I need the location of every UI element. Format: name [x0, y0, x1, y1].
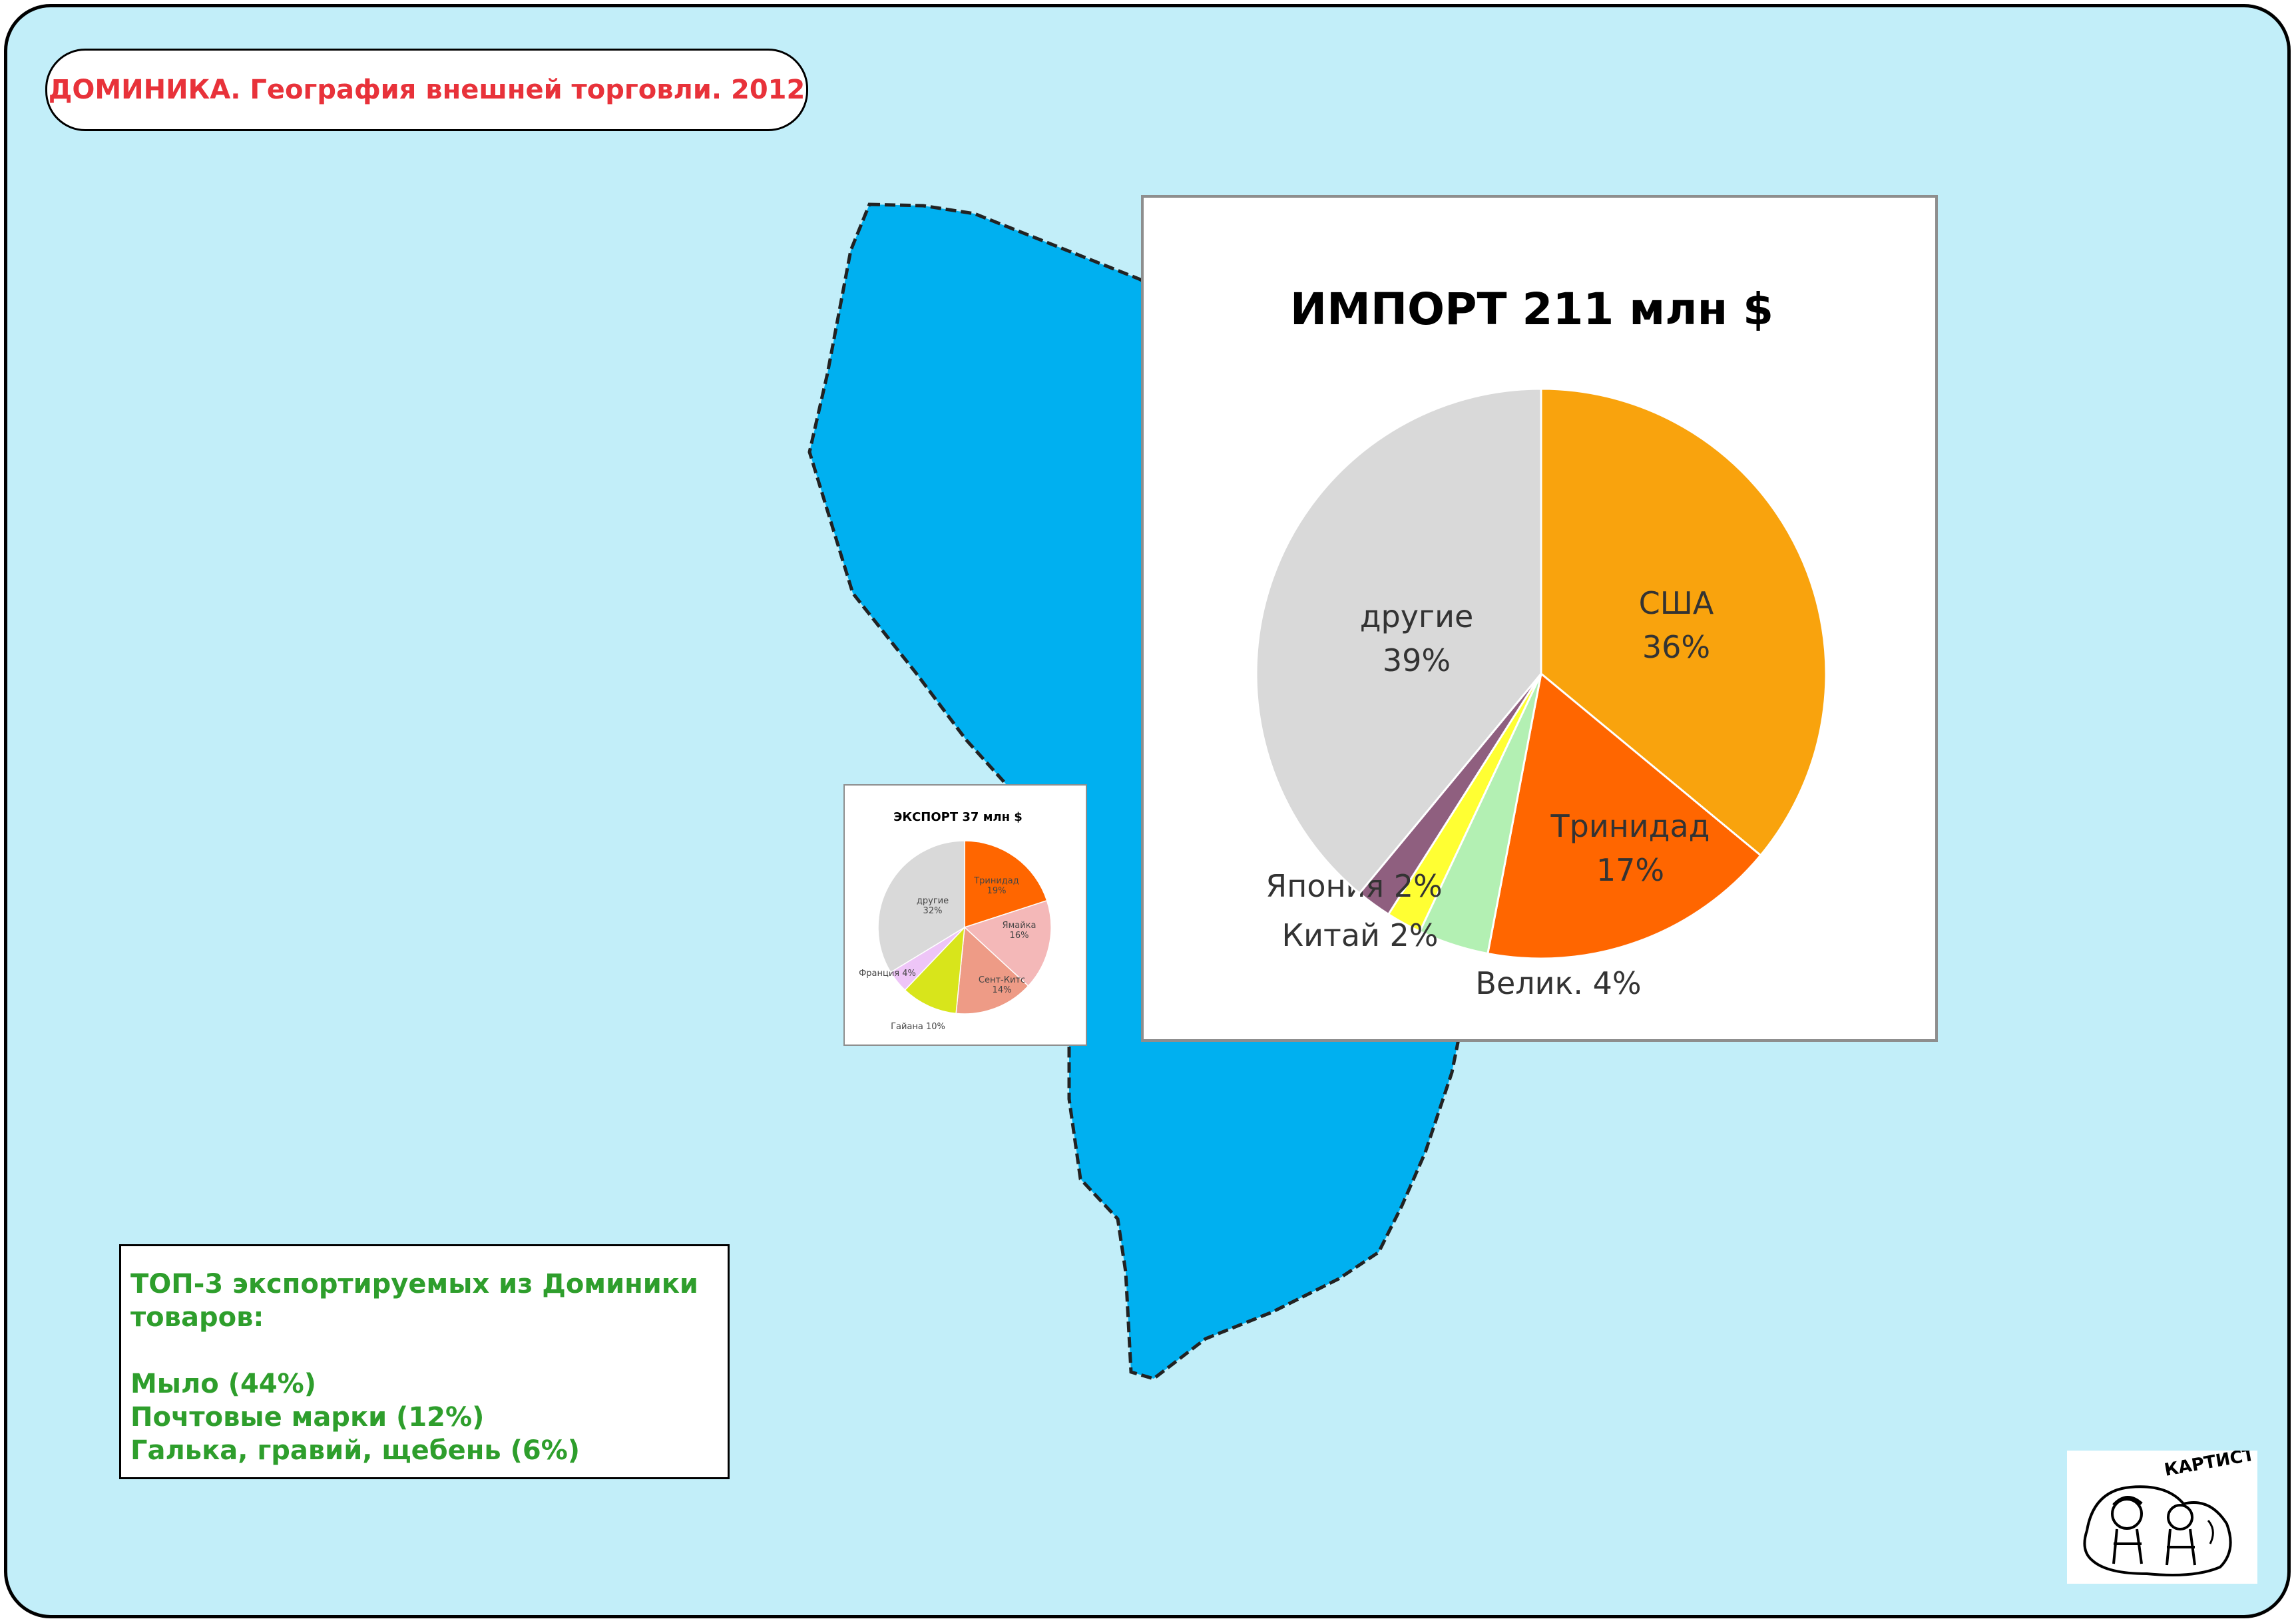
import-slice-label-1: США 36% [1639, 585, 1714, 665]
import-slice-6 [1255, 387, 1542, 895]
export-slice-label-3: Сент-Китс 14% [979, 975, 1025, 995]
export-slice-label-2: Ямайка 16% [1002, 921, 1036, 941]
export-slice-1 [964, 840, 1048, 929]
export-slice-3 [955, 926, 1029, 1015]
top3-item-3: Галька, гравий, щебень (6%) [130, 1435, 580, 1466]
title-box: ДОМИНИКА. География внешней торговли. 20… [45, 49, 808, 131]
export-pie-chart: ЭКСПОРТ 37 млн $ Тринидад 19% Ямайка 16% Сент… [859, 810, 1052, 1032]
export-slice-6 [877, 840, 965, 973]
top3-item-1: Мыло (44%) [130, 1369, 316, 1399]
import-pie-chart: ИМПОРТ 211 млн $ США 36% Тринидад 17% Велик. … [1255, 284, 1827, 1001]
import-slice-label-6: другие 39% [1360, 598, 1474, 678]
import-chart-title: ИМПОРТ 211 млн $ [1290, 284, 1773, 335]
import-slice-label-2: Тринидад 17% [1550, 808, 1710, 888]
export-slice-label-6: другие 32% [917, 896, 949, 916]
export-slice-label-4: Гайана 10% [891, 1022, 945, 1032]
export-slice-4 [904, 925, 965, 1015]
top3-heading: ТОП-3 экспортируемых из Доминики товаров… [130, 1269, 698, 1333]
import-slice-2 [1487, 672, 1762, 960]
export-chart-title: ЭКСПОРТ 37 млн $ [893, 810, 1023, 824]
import-slice-1 [1540, 387, 1827, 857]
top3-exports-box: ТОП-3 экспортируемых из Доминики товаров… [119, 1244, 730, 1479]
import-chart-card: ИМПОРТ 211 млн $ США 36% Тринидад 17% Велик. … [1141, 195, 1938, 1042]
top3-item-2: Почтовые марки (12%) [130, 1402, 485, 1433]
map-title: ДОМИНИКА. География внешней торговли. 20… [48, 75, 805, 105]
import-slice-label-4: Китай 2% [1281, 917, 1438, 953]
export-slice-label-1: Тринидад 19% [973, 876, 1019, 896]
logo-text: КАРТИСТ [2163, 1451, 2256, 1481]
export-slice-2 [963, 899, 1052, 987]
import-slice-label-3: Велик. 4% [1475, 965, 1641, 1001]
map-frame: ДОМИНИКА. География внешней торговли. 20… [4, 4, 2291, 1618]
export-slice-label-5: Франция 4% [859, 969, 916, 979]
export-chart-card: ЭКСПОРТ 37 млн $ Тринидад 19% Ямайка 16% Сент… [843, 784, 1087, 1046]
kartist-logo: КАРТИСТ [2067, 1445, 2257, 1584]
